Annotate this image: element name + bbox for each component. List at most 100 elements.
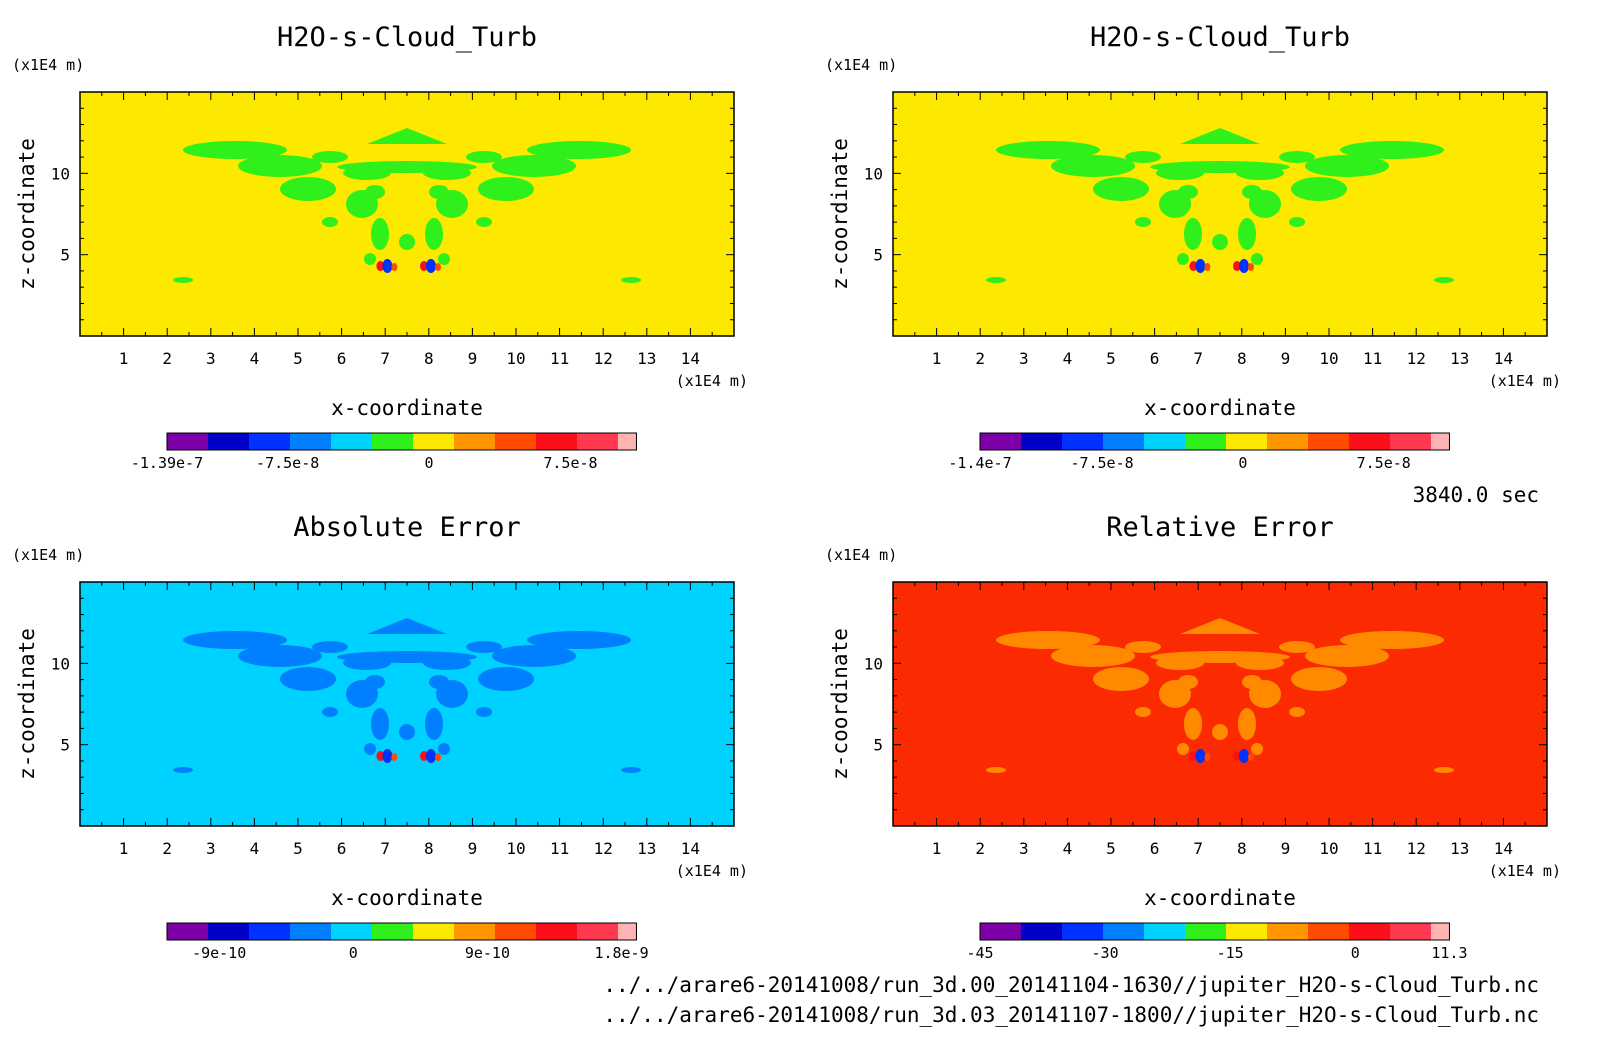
x-tick-label: 6 xyxy=(1150,839,1160,858)
feature-spot xyxy=(434,263,441,272)
colorbar-tick-label: -15 xyxy=(1217,944,1244,962)
x-tick-label: 1 xyxy=(932,839,942,858)
pattern-blob xyxy=(1291,667,1347,691)
panel-title: Absolute Error xyxy=(293,512,521,543)
colorbar-frame xyxy=(166,432,637,451)
colorbar-tick-label: 1.8e-9 xyxy=(594,944,648,962)
pattern-blob xyxy=(183,141,287,159)
pattern-blob xyxy=(492,645,576,667)
source-features xyxy=(1189,749,1254,764)
pattern-blob xyxy=(1150,651,1290,663)
pattern-blob xyxy=(399,724,415,740)
feature-spot xyxy=(425,749,436,764)
x-tick-label: 8 xyxy=(1237,839,1247,858)
y-unit-label: (x1E4 m) xyxy=(825,56,897,74)
colorbar-tick-label: -7.5e-8 xyxy=(256,454,319,472)
feature-spot xyxy=(1195,259,1206,274)
pattern-crest xyxy=(367,618,447,634)
colorbar-swatch xyxy=(1349,923,1391,940)
x-tick-label: 3 xyxy=(206,839,216,858)
x-tick-label: 14 xyxy=(1494,839,1513,858)
pattern-blob xyxy=(1434,767,1454,773)
x-tick-label: 3 xyxy=(1019,839,1029,858)
pattern-blob xyxy=(1135,217,1151,227)
panel-4: Relative Error(x1E4 m)1 2 3 4 5 6 7 8 9 10 11 12 13 1… xyxy=(825,512,1561,962)
pattern-blob xyxy=(364,253,376,265)
tick-marks xyxy=(893,92,1547,336)
colorbar-swatch xyxy=(208,433,250,450)
pattern-blob xyxy=(1340,141,1444,159)
feature-spot xyxy=(391,753,398,762)
colorbar-swatch xyxy=(980,433,1022,450)
pattern-blob xyxy=(1305,155,1389,177)
pattern-blob xyxy=(1178,185,1198,199)
colorbar-tick-label: -1.39e-7 xyxy=(131,454,203,472)
pattern-blob xyxy=(1251,253,1263,265)
colorbar-tick-label: 7.5e-8 xyxy=(543,454,597,472)
feature-spot xyxy=(1204,263,1211,272)
pattern-blob xyxy=(466,151,502,163)
feature-spot xyxy=(419,751,428,762)
colorbar-swatch xyxy=(536,923,578,940)
colorbar-swatch xyxy=(331,923,373,940)
y-tick-label: 10 xyxy=(864,654,883,673)
x-tick-label: 11 xyxy=(1363,839,1382,858)
feature-spot xyxy=(382,749,393,764)
y-tick-label: 10 xyxy=(51,164,70,183)
pattern-blob xyxy=(238,645,322,667)
x-tick-label: 3 xyxy=(1019,349,1029,368)
colorbar-frame xyxy=(166,922,637,941)
pattern-blob xyxy=(621,277,641,283)
pattern-blob xyxy=(1184,218,1202,250)
colorbar-swatch xyxy=(1226,433,1268,450)
x-tick-label: 9 xyxy=(1281,349,1291,368)
x-tick-label: 9 xyxy=(468,839,478,858)
panel-title: H2O-s-Cloud_Turb xyxy=(277,22,537,53)
colorbar-swatch xyxy=(413,923,455,940)
x-tick-label: 10 xyxy=(1319,839,1338,858)
feature-spot xyxy=(1189,261,1198,272)
pattern-blob xyxy=(986,767,1006,773)
colorbar-swatch xyxy=(413,433,455,450)
pattern-blob xyxy=(476,707,492,717)
colorbar-tick-label: 9e-10 xyxy=(465,944,510,962)
x-tick-label: 11 xyxy=(550,349,569,368)
pattern-blob xyxy=(986,277,1006,283)
colorbar-swatch xyxy=(1103,923,1145,940)
feature-spot xyxy=(391,263,398,272)
pattern-blob xyxy=(1093,177,1149,201)
pattern-blob xyxy=(1178,675,1198,689)
colorbar-swatch xyxy=(1390,923,1432,940)
x-tick-label: 6 xyxy=(1150,349,1160,368)
feature-spot xyxy=(376,261,385,272)
feature-spot xyxy=(1232,261,1241,272)
x-tick-label: 5 xyxy=(293,349,303,368)
colorbar-swatch xyxy=(1062,433,1104,450)
pattern-blob xyxy=(1279,151,1315,163)
x-tick-label: 11 xyxy=(550,839,569,858)
x-tick-label: 9 xyxy=(1281,839,1291,858)
x-tick-label: 1 xyxy=(119,839,129,858)
feature-spot xyxy=(1247,263,1254,272)
colorbar-tick-label: -9e-10 xyxy=(192,944,246,962)
pattern-blob xyxy=(996,141,1100,159)
pattern-blob xyxy=(478,667,534,691)
pattern-blob xyxy=(1305,645,1389,667)
panel-1: H2O-s-Cloud_Turb(x1E4 m)1 2 3 4 5 6 7 8 9 10 11 12 1… xyxy=(12,22,748,472)
pattern-crest xyxy=(1180,128,1260,144)
feature-spot xyxy=(1232,751,1241,762)
colorbar-swatch xyxy=(1185,433,1227,450)
feature-spot xyxy=(1238,749,1249,764)
colorbar: -1.39e-7 -7.5e-8 0 7.5e-8 xyxy=(131,432,637,472)
colorbar-swatch xyxy=(249,923,291,940)
field-pattern xyxy=(986,618,1454,773)
pattern-blob xyxy=(1289,707,1305,717)
x-tick-label: 12 xyxy=(1407,839,1426,858)
pattern-blob xyxy=(312,641,348,653)
feature-spot xyxy=(434,753,441,762)
x-unit-label: (x1E4 m) xyxy=(676,372,748,390)
colorbar: -45 -30 -15 0 11.3 xyxy=(966,922,1468,962)
source-features xyxy=(376,749,441,764)
x-tick-label: 5 xyxy=(1106,839,1116,858)
colorbar-swatch xyxy=(577,433,619,450)
